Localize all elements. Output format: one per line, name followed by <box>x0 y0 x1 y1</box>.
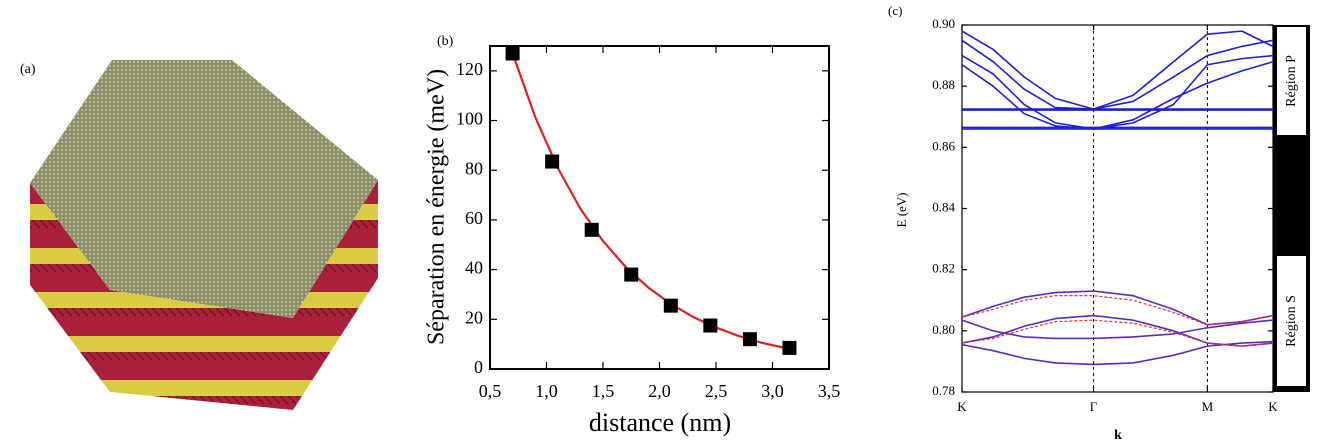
x-tick-label: 2,0 <box>648 381 671 401</box>
y-tick-label: 0.90 <box>932 16 955 31</box>
x-axis-label: k <box>1114 428 1122 443</box>
region-label: Région S <box>1284 295 1299 347</box>
y-tick-label: 0 <box>474 357 483 377</box>
x-tick-label: 3,5 <box>818 381 841 401</box>
y-tick-label: 0.88 <box>932 77 955 92</box>
data-line <box>511 53 796 352</box>
marker <box>663 298 678 313</box>
y-tick-label: 120 <box>456 59 483 79</box>
side-face <box>110 290 293 410</box>
marker <box>505 46 520 61</box>
x-tick-label: 0,5 <box>479 381 502 401</box>
data-line <box>961 54 1274 130</box>
y-tick-label: 0.78 <box>932 383 955 398</box>
chart-c: (c) k E (eV) Région P Région S 0.78 0.80 0… <box>888 3 1310 443</box>
data-line <box>961 340 1274 366</box>
data-line <box>961 39 1274 110</box>
x-tick-label: 1,5 <box>592 381 615 401</box>
marker <box>782 340 797 355</box>
marker <box>624 267 639 282</box>
marker <box>703 318 718 333</box>
plot-frame <box>489 45 830 370</box>
y-tick-label: 0.80 <box>932 322 955 337</box>
panel-label: (b) <box>437 34 454 49</box>
region-box <box>1277 256 1306 386</box>
y-tick-label: 80 <box>465 158 483 178</box>
data-line <box>961 290 1274 326</box>
x-tick-label: 2,5 <box>705 381 728 401</box>
chart-b: (b) distance (nm) Séparation en énergie … <box>424 34 841 437</box>
y-axis-label: Séparation en énergie (meV) <box>424 69 450 345</box>
y-axis-label: E (eV) <box>894 192 909 227</box>
x-axis-label: distance (nm) <box>589 408 731 437</box>
marker <box>742 332 757 347</box>
top-face <box>30 60 378 318</box>
y-tick-label: 60 <box>465 208 483 228</box>
data-line <box>961 54 1274 130</box>
side-face <box>293 180 378 410</box>
marker <box>545 154 560 169</box>
y-tick-label: 20 <box>465 307 483 327</box>
y-tick-label: 0.82 <box>932 261 955 276</box>
panel-label: (c) <box>888 3 902 18</box>
x-tick-label: Γ <box>1090 399 1098 414</box>
x-tick-label: 3,0 <box>761 381 784 401</box>
region-box <box>1277 27 1306 135</box>
data-line <box>961 319 1274 347</box>
region-label: Région P <box>1284 55 1299 107</box>
panel-label: (a) <box>20 62 36 77</box>
y-tick-label: 0.86 <box>932 138 955 153</box>
y-tick-label: 40 <box>465 258 483 278</box>
x-tick-label: M <box>1202 399 1214 414</box>
data-line <box>961 30 1274 110</box>
y-tick-label: 100 <box>456 109 483 129</box>
data-line <box>961 295 1274 326</box>
marker <box>584 222 599 237</box>
nanocrystal-image <box>30 60 378 410</box>
x-tick-label: K <box>1268 399 1278 414</box>
data-line <box>961 314 1274 347</box>
x-tick-label: K <box>957 399 967 414</box>
y-tick-label: 0.84 <box>932 199 955 214</box>
x-tick-label: 1,0 <box>535 381 558 401</box>
side-face <box>30 183 110 392</box>
